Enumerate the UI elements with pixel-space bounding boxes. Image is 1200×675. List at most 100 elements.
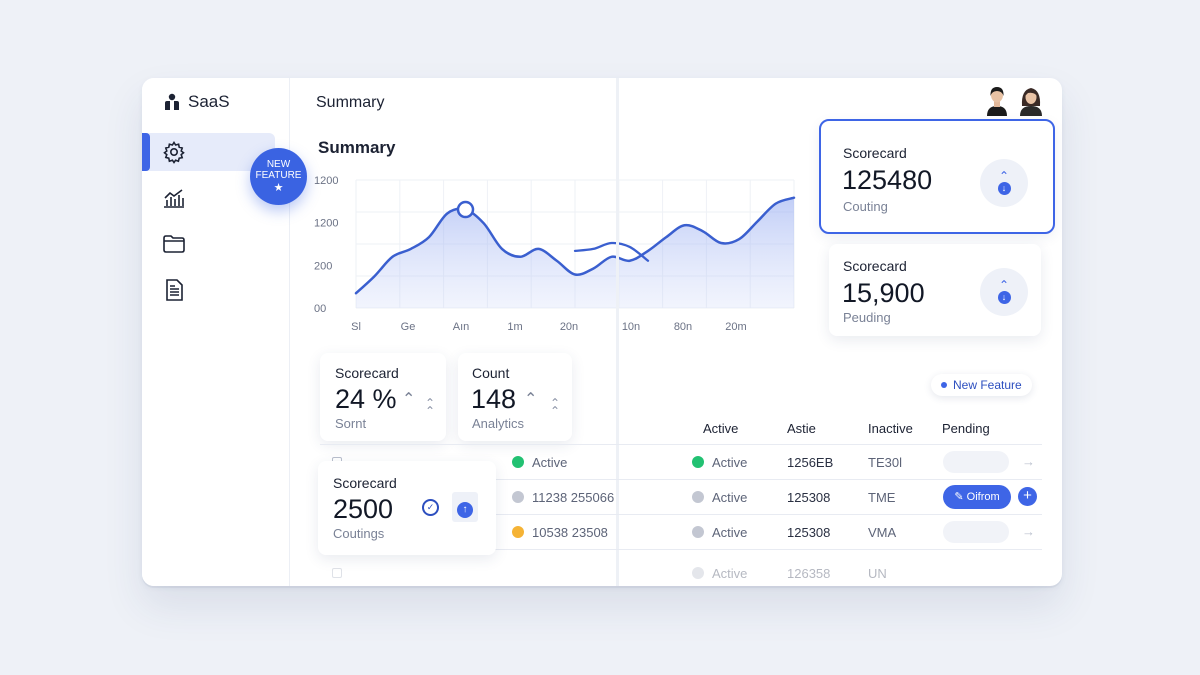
confirm-button[interactable]: ✎ Oifrom — [943, 485, 1011, 509]
brand-logo-icon — [165, 93, 179, 110]
row-divider — [320, 479, 1042, 480]
x-tick-label: 20n — [560, 321, 578, 333]
status-dot — [512, 526, 524, 538]
scorecard-sublabel: Peuding — [843, 310, 891, 325]
col-header-astie[interactable]: Astie — [787, 421, 816, 436]
status-text: Active — [712, 490, 748, 505]
scorecard-sublabel: Coutings — [333, 526, 385, 541]
gear-icon — [163, 141, 185, 164]
x-tick-label: Ge — [401, 321, 416, 333]
scorecard-label: Count — [472, 365, 510, 381]
summary-area-chart: 1200 1200 200 00 Sl Ge Aın 1m 20n 10n 80n 20m — [314, 175, 796, 333]
arrow-right-icon[interactable]: → — [1022, 524, 1035, 539]
check-icon[interactable]: ✓ — [422, 499, 439, 516]
cell-id: 1256EB — [787, 455, 834, 470]
scorecard-pending[interactable]: Scorecard 15,900 Peuding ⌃ ↓ — [829, 244, 1041, 336]
x-tick-label: Aın — [453, 321, 470, 333]
row-checkbox[interactable] — [332, 568, 342, 578]
scorecard-count[interactable]: Count 148 Analytics ⌃ ⌃ ⌃ — [458, 353, 572, 441]
x-tick-label: 10n — [622, 321, 640, 333]
sidebar: SaaS — [142, 78, 307, 586]
scorecard-label: Scorecard — [333, 475, 397, 491]
x-tick-label: Sl — [351, 321, 361, 333]
status-dot — [512, 491, 524, 503]
new-feature-pill[interactable]: New Feature — [931, 374, 1032, 396]
analytics-icon — [164, 189, 184, 208]
status-dot — [692, 567, 704, 579]
chevron-up-icon: ⌃ — [998, 278, 1010, 292]
cell-code: TE30l — [868, 455, 902, 470]
double-chevron-icon: ⌃ ⌃ — [550, 396, 561, 418]
status-text: Active — [712, 525, 748, 540]
app-window: SaaS — [142, 78, 1062, 586]
chart-title: Summary — [318, 138, 396, 157]
brand[interactable]: SaaS — [162, 92, 230, 112]
scorecard-floating[interactable]: Scorecard 2500 Coutings ✓ ↑ — [318, 461, 496, 555]
folder-icon — [163, 235, 185, 253]
scorecard-label: Scorecard — [843, 145, 907, 161]
cell-code: VMA — [868, 525, 897, 540]
chevron-up-icon: ⌃ — [524, 391, 538, 408]
new-feature-label: New Feature — [953, 378, 1022, 392]
scorecard-total[interactable]: Scorecard 125480 Couting ⌃ ↓ — [819, 119, 1055, 234]
col-header-pending[interactable]: Pending — [942, 421, 990, 436]
x-tick-label: 80n — [674, 321, 692, 333]
row-divider — [320, 444, 1042, 445]
dot-icon — [941, 382, 947, 388]
chevron-up-icon: ⌃ — [998, 169, 1010, 183]
status-text: Active — [532, 455, 568, 470]
pending-pill[interactable] — [943, 451, 1009, 473]
brand-name: SaaS — [188, 92, 230, 111]
row-divider — [320, 549, 1042, 550]
sidebar-item-documents[interactable] — [142, 271, 275, 309]
y-tick-label: 00 — [314, 303, 326, 315]
scorecard-value: 2500 — [333, 494, 394, 524]
document-icon — [166, 279, 183, 301]
cell-id: 125308 — [787, 490, 831, 505]
sidebar-item-files[interactable] — [142, 225, 275, 263]
double-chevron-icon: ⌃ ⌃ — [425, 396, 436, 418]
scorecard-value: 15,900 — [842, 278, 925, 308]
row-divider — [320, 514, 1042, 515]
avatar-user-1[interactable] — [982, 84, 1012, 116]
scorecard-label: Scorecard — [843, 258, 907, 274]
col-header-active[interactable]: Active — [703, 421, 739, 436]
status-dot — [512, 456, 524, 468]
x-tick-label: 1m — [507, 321, 522, 333]
panel-divider — [616, 78, 619, 586]
cell-code: UN — [868, 566, 887, 581]
star-icon: ★ — [273, 182, 284, 194]
cell-value: 10538 23508 — [532, 525, 608, 540]
arrow-down-icon: ↓ — [997, 291, 1011, 304]
chevron-up-icon: ⌃ — [402, 391, 416, 408]
scorecard-value: 125480 — [842, 165, 933, 195]
cell-id: 125308 — [787, 525, 831, 540]
scorecard-sublabel: Sornt — [335, 416, 367, 431]
status-text: Active — [712, 455, 748, 470]
status-text: Active — [712, 566, 748, 581]
scorecard-sublabel: Analytics — [472, 416, 525, 431]
edit-icon: ✎ — [954, 491, 967, 503]
avatar-user-2[interactable] — [1016, 84, 1046, 116]
col-header-inactive[interactable]: Inactive — [868, 421, 913, 436]
data-point-marker — [456, 200, 475, 219]
trend-toggle[interactable]: ⌃ ↓ — [980, 268, 1028, 316]
status-dot — [692, 456, 704, 468]
pending-pill[interactable] — [943, 521, 1009, 543]
scorecard-value: 24 % — [335, 384, 397, 414]
trend-toggle[interactable]: ⌃ ↓ — [980, 159, 1028, 207]
arrow-right-icon[interactable]: → — [1022, 454, 1035, 469]
scorecard-percent[interactable]: Scorecard 24 % Sornt ⌃ ⌃ ⌃ — [320, 353, 446, 441]
scorecard-value: 148 — [471, 384, 517, 414]
status-dot — [692, 526, 704, 538]
cell-code: TME — [868, 490, 896, 505]
sidebar-item-analytics[interactable] — [142, 179, 275, 217]
scorecard-sublabel: Couting — [843, 199, 888, 214]
arrow-down-icon: ↓ — [997, 182, 1011, 195]
add-button[interactable]: + — [1018, 487, 1037, 506]
upload-button[interactable]: ↑ — [452, 492, 478, 522]
new-feature-badge[interactable]: NEW FEATURE ★ — [250, 148, 307, 205]
cell-id: 126358 — [787, 566, 831, 581]
cell-value: 11238 255066 — [532, 490, 615, 505]
series-line-secondary — [573, 241, 650, 262]
